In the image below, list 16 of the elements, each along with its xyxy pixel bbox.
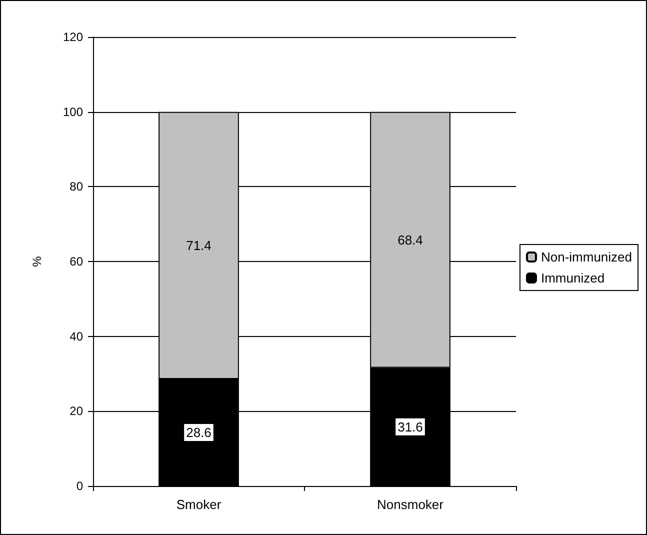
y-tick-label: 80 xyxy=(70,180,84,194)
y-tick-label: 120 xyxy=(62,30,84,44)
data-label: 71.4 xyxy=(186,238,212,253)
legend-label: Immunized xyxy=(540,270,605,286)
legend-label: Non-immunized xyxy=(540,250,632,264)
data-label: 68.4 xyxy=(398,232,423,248)
data-label: 28.6 xyxy=(186,424,212,440)
y-tick-label: 40 xyxy=(70,329,84,344)
y-tick-label: 20 xyxy=(70,404,84,418)
y-tick-label: 60 xyxy=(70,254,84,268)
y-tick-label: 100 xyxy=(62,104,84,119)
y-tick-label: 0 xyxy=(76,479,84,493)
y-axis-title: % xyxy=(30,256,44,267)
x-tick-label: Smoker xyxy=(176,497,222,512)
x-tick-label: Nonsmoker xyxy=(377,497,444,512)
data-label: 31.6 xyxy=(398,419,423,434)
